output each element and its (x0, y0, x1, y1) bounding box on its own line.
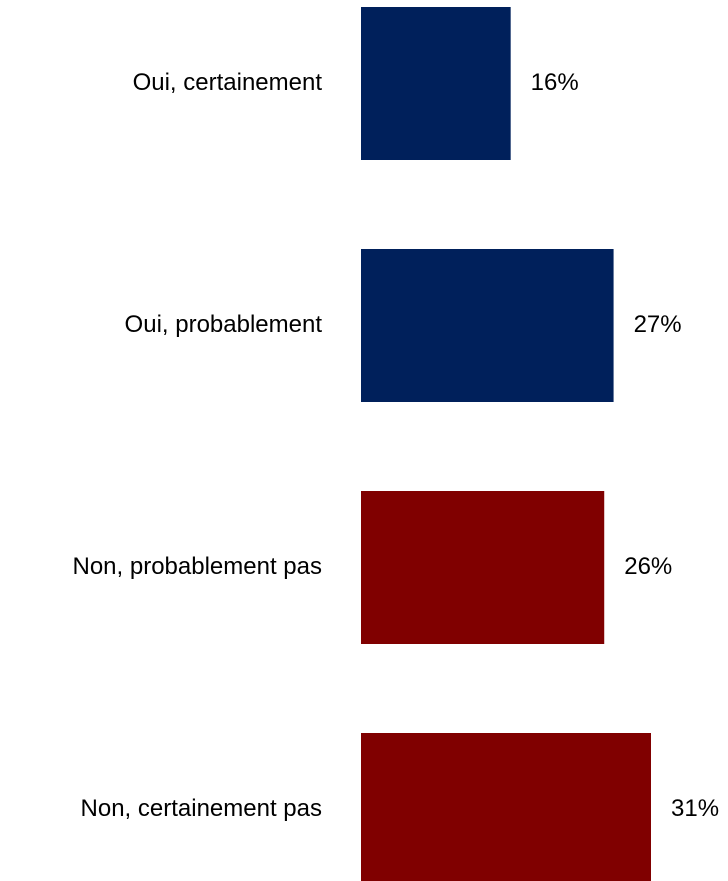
bar-4 (361, 733, 651, 881)
value-label-1: 16% (531, 69, 579, 96)
category-label-1: Oui, certainement (133, 69, 323, 96)
bars-group (361, 7, 651, 881)
value-label-2: 27% (634, 311, 682, 338)
category-label-2: Oui, probablement (125, 311, 323, 338)
category-label-4: Non, certainement pas (81, 795, 322, 822)
value-labels-group: 16% 27% 26% 31% (531, 69, 719, 822)
value-label-4: 31% (671, 795, 719, 822)
value-label-3: 26% (624, 553, 672, 580)
category-labels-group: Oui, certainement Oui, probablement Non, p… (73, 69, 323, 822)
bar-1 (361, 7, 511, 160)
bar-2 (361, 249, 614, 402)
category-label-3: Non, probablement pas (73, 553, 323, 580)
bar-3 (361, 491, 605, 644)
